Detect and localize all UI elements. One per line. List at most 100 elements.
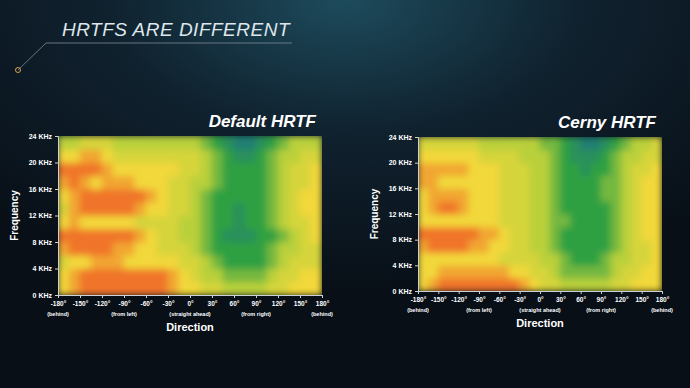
heat-cell bbox=[69, 215, 81, 229]
heat-cell bbox=[550, 201, 561, 215]
heat-cell bbox=[621, 226, 632, 240]
y-tick: 12 KHz bbox=[389, 211, 418, 218]
heat-cell bbox=[190, 136, 202, 150]
heat-cell bbox=[300, 255, 312, 269]
heat-cell bbox=[267, 189, 279, 203]
heat-cell bbox=[267, 136, 279, 150]
heat-cell bbox=[289, 189, 301, 203]
heat-cell bbox=[256, 202, 268, 216]
heat-cell bbox=[621, 265, 632, 279]
heat-cell bbox=[278, 215, 290, 229]
heat-cell bbox=[278, 268, 290, 282]
heat-cell bbox=[91, 189, 103, 203]
heat-cell bbox=[256, 268, 268, 282]
heat-cell bbox=[102, 149, 114, 163]
heat-cell bbox=[448, 226, 459, 240]
heat-cell bbox=[223, 228, 235, 242]
heat-cell bbox=[146, 242, 158, 256]
heat-cell bbox=[311, 255, 323, 269]
y-tick-label: 8 KHz bbox=[33, 239, 53, 246]
heat-cell bbox=[212, 149, 224, 163]
heat-cell bbox=[590, 175, 601, 189]
heat-cell bbox=[519, 252, 530, 266]
heat-cell bbox=[91, 281, 103, 295]
heat-cell bbox=[179, 162, 191, 176]
heat-cell bbox=[190, 268, 202, 282]
heat-cell bbox=[245, 255, 257, 269]
x-tick-mark bbox=[642, 291, 643, 294]
heat-cell bbox=[157, 136, 169, 150]
heat-cell bbox=[448, 252, 459, 266]
heat-cell bbox=[631, 201, 642, 215]
heat-cell bbox=[651, 175, 662, 189]
x-tick-label: 90° bbox=[597, 296, 607, 303]
x-tick-label: -180° bbox=[411, 296, 427, 303]
heat-cell bbox=[168, 189, 180, 203]
heat-cell bbox=[651, 162, 662, 176]
heat-cell bbox=[529, 188, 540, 202]
heat-cell bbox=[601, 188, 612, 202]
heat-cell bbox=[311, 215, 323, 229]
heat-cell bbox=[278, 149, 290, 163]
heat-cell bbox=[146, 149, 158, 163]
heat-cell bbox=[438, 137, 449, 150]
heat-cell bbox=[102, 255, 114, 269]
heat-cell bbox=[601, 226, 612, 240]
heat-cell bbox=[570, 265, 581, 279]
x-tick: 0° bbox=[537, 291, 544, 303]
heat-cell bbox=[135, 175, 147, 189]
heat-cell bbox=[146, 162, 158, 176]
y-tick-label: 20 KHz bbox=[29, 159, 53, 166]
heat-cell bbox=[479, 188, 490, 202]
y-tick-mark bbox=[55, 216, 58, 217]
y-tick-label: 4 KHz bbox=[33, 265, 53, 272]
heat-cell bbox=[448, 137, 459, 150]
heat-cell bbox=[311, 162, 323, 176]
heat-cell bbox=[58, 175, 70, 189]
heat-cell bbox=[58, 228, 70, 242]
direction-note: (behind) bbox=[47, 311, 69, 317]
heat-cell bbox=[418, 162, 429, 176]
heat-cell bbox=[631, 265, 642, 279]
heat-cell bbox=[245, 268, 257, 282]
x-tick: 180° bbox=[656, 291, 670, 303]
heat-cell bbox=[124, 162, 136, 176]
heat-cell bbox=[611, 149, 622, 163]
heat-cell bbox=[540, 175, 551, 189]
heat-cell bbox=[289, 281, 301, 295]
heat-cell bbox=[641, 226, 652, 240]
heat-cell bbox=[157, 215, 169, 229]
heat-cell bbox=[80, 268, 92, 282]
heat-cell bbox=[157, 242, 169, 256]
heat-cell bbox=[102, 202, 114, 216]
heat-cell bbox=[91, 136, 103, 150]
heat-cell bbox=[438, 175, 449, 189]
heat-cell bbox=[580, 162, 591, 176]
heat-cell bbox=[519, 214, 530, 228]
heat-cell bbox=[499, 214, 510, 228]
heat-cell bbox=[256, 189, 268, 203]
heat-cell bbox=[223, 162, 235, 176]
heat-cell bbox=[168, 175, 180, 189]
heat-cell bbox=[311, 175, 323, 189]
heat-cell bbox=[560, 214, 571, 228]
heat-cell bbox=[428, 137, 439, 150]
heat-cell bbox=[509, 175, 520, 189]
heat-cell bbox=[201, 242, 213, 256]
heat-cell bbox=[601, 252, 612, 266]
background bbox=[0, 0, 690, 388]
x-tick: 30° bbox=[556, 291, 566, 303]
y-tick: 16 KHz bbox=[389, 185, 418, 192]
x-tick-mark bbox=[58, 295, 59, 298]
heat-cell bbox=[590, 226, 601, 240]
heat-cell bbox=[135, 162, 147, 176]
heat-cell bbox=[489, 162, 500, 176]
x-tick-mark bbox=[102, 295, 103, 298]
heat-cell bbox=[621, 162, 632, 176]
heat-cell bbox=[428, 162, 439, 176]
y-tick-label: 20 KHz bbox=[389, 159, 413, 166]
heat-cell bbox=[550, 149, 561, 163]
heat-cell bbox=[428, 226, 439, 240]
heat-cell bbox=[289, 162, 301, 176]
title-rule bbox=[18, 43, 292, 70]
